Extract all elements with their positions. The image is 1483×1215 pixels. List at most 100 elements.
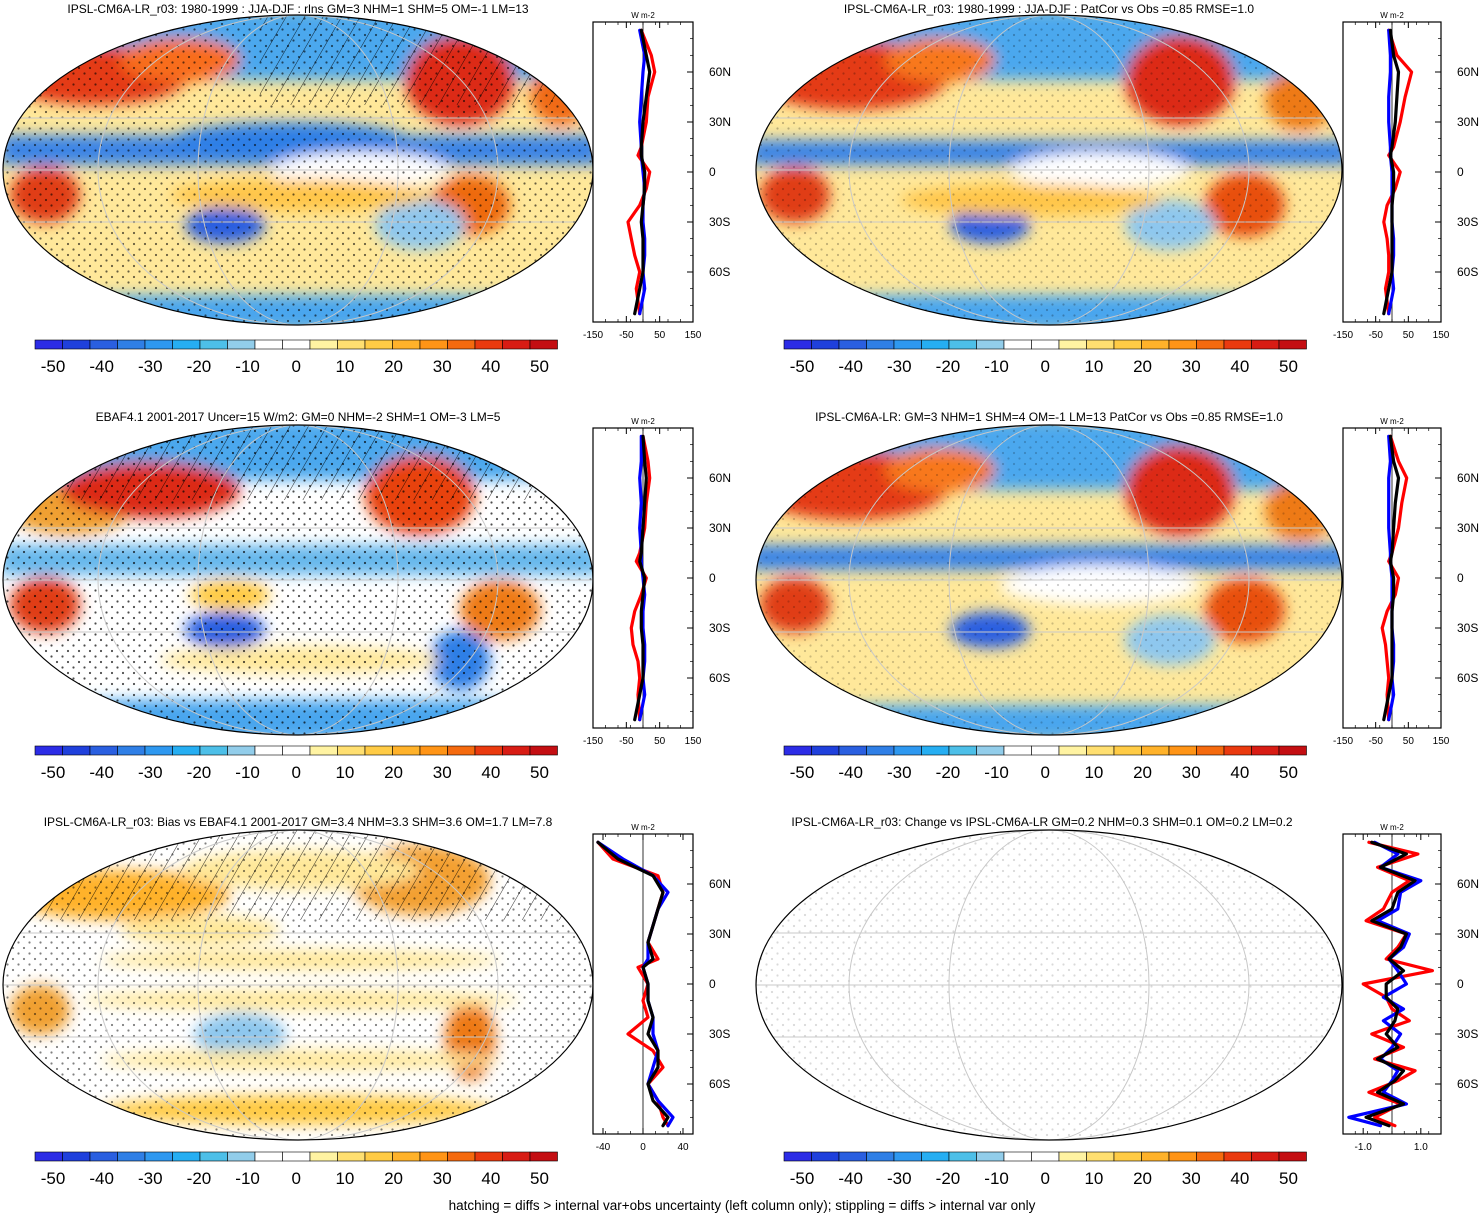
- panel-1-title: IPSL-CM6A-LR_r03: 1980-1999 : JJA-DJF : …: [67, 2, 528, 16]
- colorbar-swatch: [89, 339, 118, 350]
- x-tick-label: -40: [596, 1142, 611, 1153]
- x-tick-label: -50: [619, 736, 634, 747]
- lat-tick-label: 30S: [1457, 1027, 1478, 1041]
- x-tick-label: 50: [1403, 736, 1415, 747]
- panel-6-colorbar: -50 -40 -30 -20 -10 0 10 20 30 40 50: [783, 1151, 1307, 1188]
- colorbar-swatch: [1196, 339, 1225, 350]
- colorbar-swatch: [783, 745, 812, 756]
- colorbar-label: 40: [481, 357, 500, 376]
- unit-label: W m-2: [631, 11, 655, 20]
- colorbar-label: -10: [235, 357, 260, 376]
- lat-tick-label: 30N: [709, 115, 731, 129]
- colorbar-label: 50: [530, 1169, 549, 1188]
- zonal-mean-series-red: [626, 28, 657, 316]
- lat-tick-label: 0: [1457, 165, 1464, 179]
- colorbar-label: 20: [1133, 1169, 1152, 1188]
- lat-tick-label: 0: [709, 571, 716, 585]
- colorbar-label: 40: [1230, 1169, 1249, 1188]
- colorbar-swatch: [1168, 745, 1197, 756]
- colorbar-swatch: [921, 745, 950, 756]
- colorbar-swatch: [227, 339, 256, 350]
- panel-1-colorbar: -50 -40 -30 -20 -10 0 10 20 30 40 50: [34, 339, 558, 376]
- colorbar-swatch: [172, 745, 201, 756]
- colorbar-swatch: [199, 1151, 228, 1162]
- colorbar-swatch: [1113, 1151, 1142, 1162]
- x-tick-label: 50: [654, 330, 666, 341]
- colorbar-swatch: [89, 745, 118, 756]
- colorbar-swatch: [1278, 339, 1307, 350]
- panel-5-colorbar: -50 -40 -30 -20 -10 0 10 20 30 40 50: [34, 1151, 558, 1188]
- x-tick-label: 150: [1433, 736, 1450, 747]
- colorbar-swatch: [474, 745, 503, 756]
- colorbar-label: 20: [1133, 357, 1152, 376]
- colorbar-label: -20: [936, 763, 961, 782]
- colorbar-swatch: [254, 339, 283, 350]
- colorbar-label: 30: [433, 357, 452, 376]
- colorbar-label: 30: [1182, 763, 1201, 782]
- colorbar-label: -50: [41, 357, 66, 376]
- colorbar-swatch: [172, 339, 201, 350]
- lat-tick-label: 60S: [709, 265, 730, 279]
- colorbar-label: -30: [138, 357, 163, 376]
- zonal-mean-series-black: [1382, 28, 1401, 316]
- panel-5-title: IPSL-CM6A-LR_r03: Bias vs EBAF4.1 2001-2…: [44, 815, 553, 829]
- colorbar-label: 30: [1182, 1169, 1201, 1188]
- colorbar-swatch: [392, 339, 421, 350]
- x-tick-label: -50: [619, 330, 634, 341]
- panel-2-map: [756, 15, 1342, 325]
- colorbar-swatch: [1223, 745, 1252, 756]
- colorbar-swatch: [1031, 339, 1060, 350]
- colorbar-swatch: [1251, 1151, 1280, 1162]
- colorbar-swatch: [447, 745, 476, 756]
- lat-tick-label: 60N: [1457, 65, 1479, 79]
- colorbar-label: 20: [384, 357, 403, 376]
- colorbar-label: -50: [41, 1169, 66, 1188]
- colorbar-label: -10: [984, 1169, 1009, 1188]
- lat-tick-label: 60N: [1457, 877, 1479, 891]
- lat-tick-label: 60S: [1457, 671, 1478, 685]
- colorbar-swatch: [1141, 1151, 1170, 1162]
- colorbar-swatch: [529, 339, 558, 350]
- colorbar-swatch: [1003, 1151, 1032, 1162]
- colorbar-label: -30: [887, 357, 912, 376]
- colorbar-label: -40: [838, 357, 863, 376]
- colorbar-swatch: [1003, 339, 1032, 350]
- colorbar-swatch: [1086, 745, 1115, 756]
- colorbar-swatch: [1058, 339, 1087, 350]
- colorbar-swatch: [502, 1151, 531, 1162]
- colorbar-label: -50: [790, 357, 815, 376]
- panel-6-map: [756, 830, 1342, 1140]
- colorbar-swatch: [392, 745, 421, 756]
- colorbar-swatch: [502, 339, 531, 350]
- colorbar-swatch: [1196, 1151, 1225, 1162]
- colorbar-swatch: [62, 745, 91, 756]
- colorbar-swatch: [364, 1151, 393, 1162]
- colorbar-swatch: [893, 339, 922, 350]
- colorbar-swatch: [199, 339, 228, 350]
- colorbar-label: 40: [481, 763, 500, 782]
- panel-1-map: [3, 15, 593, 325]
- colorbar-label: -50: [790, 763, 815, 782]
- colorbar-label: -10: [984, 357, 1009, 376]
- colorbar-label: 10: [1084, 763, 1103, 782]
- colorbar-label: 0: [1041, 1169, 1050, 1188]
- x-tick-label: 50: [654, 736, 666, 747]
- colorbar-label: -40: [89, 357, 114, 376]
- colorbar-swatch: [811, 745, 840, 756]
- x-tick-label: -150: [583, 736, 603, 747]
- colorbar-swatch: [227, 1151, 256, 1162]
- panel-4-title: IPSL-CM6A-LR: GM=3 NHM=1 SHM=4 OM=-1 LM=…: [815, 410, 1283, 424]
- colorbar-swatch: [1086, 339, 1115, 350]
- lat-tick-label: 0: [1457, 977, 1464, 991]
- colorbar-label: -40: [89, 1169, 114, 1188]
- colorbar-swatch: [337, 1151, 366, 1162]
- lat-tick-label: 60N: [709, 65, 731, 79]
- colorbar-label: 10: [335, 1169, 354, 1188]
- colorbar-swatch: [282, 1151, 311, 1162]
- colorbar-swatch: [1251, 339, 1280, 350]
- colorbar-swatch: [976, 745, 1005, 756]
- colorbar-swatch: [227, 745, 256, 756]
- panel-6-title: IPSL-CM6A-LR_r03: Change vs IPSL-CM6A-LR…: [791, 815, 1293, 829]
- panel-2-colorbar: -50 -40 -30 -20 -10 0 10 20 30 40 50: [783, 339, 1307, 376]
- colorbar-label: -20: [187, 357, 212, 376]
